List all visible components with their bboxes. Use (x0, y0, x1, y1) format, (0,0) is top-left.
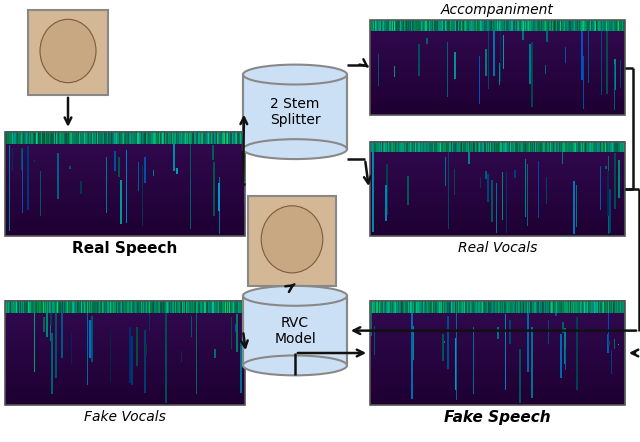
Text: Fake Vocals: Fake Vocals (84, 410, 166, 424)
Text: Fake Speech: Fake Speech (444, 410, 551, 425)
Bar (5, 132, 245, 236)
Ellipse shape (243, 139, 347, 159)
Text: 2 Stem
Splitter: 2 Stem Splitter (269, 97, 320, 127)
Text: Real Speech: Real Speech (72, 241, 178, 256)
Text: Real Vocals: Real Vocals (458, 241, 537, 255)
Ellipse shape (243, 286, 347, 306)
Text: Accompaniment: Accompaniment (441, 4, 554, 17)
Bar (243, 75, 347, 149)
Bar (370, 301, 625, 405)
FancyBboxPatch shape (28, 11, 108, 95)
Ellipse shape (243, 355, 347, 375)
Ellipse shape (261, 206, 323, 273)
FancyBboxPatch shape (248, 196, 336, 286)
Bar (243, 296, 347, 366)
Bar (370, 20, 625, 115)
Text: RVC
Model: RVC Model (274, 316, 316, 346)
Ellipse shape (40, 19, 96, 83)
Ellipse shape (243, 65, 347, 84)
Bar (5, 301, 245, 405)
Bar (370, 142, 625, 236)
